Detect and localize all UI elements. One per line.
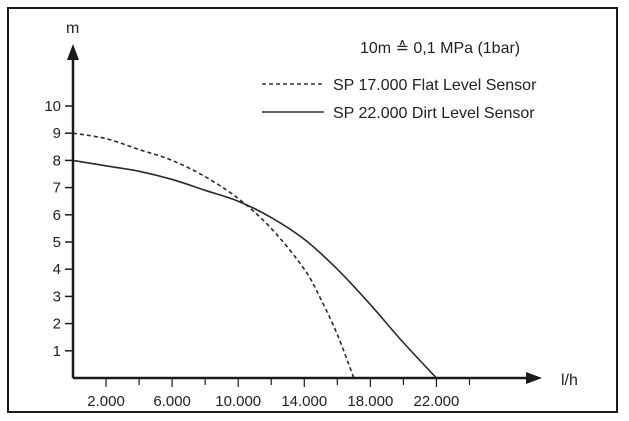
y-tick-label: 7	[53, 180, 61, 197]
series-group	[72, 132, 438, 379]
y-tick-label: 8	[53, 152, 61, 169]
y-tick-label: 2	[53, 316, 61, 333]
x-tick-label: 2.000	[87, 393, 125, 410]
pressure-conversion-note: 10m ≙ 0,1 MPa (1bar)	[360, 40, 520, 57]
x-axis-arrow	[526, 372, 542, 384]
x-tick-label: 22.000	[413, 393, 459, 410]
series-line-sp17000-dashed	[72, 132, 355, 379]
y-tick-label: 5	[53, 234, 61, 251]
chart-frame	[7, 7, 618, 413]
y-axis-arrow	[67, 44, 79, 60]
y-tick-label: 6	[53, 207, 61, 224]
legend-label-sp22000: SP 22.000 Dirt Level Sensor	[333, 105, 535, 122]
x-tick-label: 18.000	[347, 393, 393, 410]
x-tick-label: 14.000	[281, 393, 327, 410]
x-axis-label: l/h	[561, 372, 578, 389]
legend-label-sp17000: SP 17.000 Flat Level Sensor	[333, 77, 537, 94]
y-tick-label: 3	[53, 288, 61, 305]
y-tick-label: 1	[53, 343, 61, 360]
y-tick-label: 10	[44, 98, 61, 115]
y-axis-label: m	[66, 20, 79, 37]
y-tick-label: 9	[53, 125, 61, 142]
x-tick-group: 2.000 6.000 10.000 14.000 18.000 22.000	[87, 378, 471, 410]
x-tick-label: 10.000	[215, 393, 261, 410]
x-tick-label: 6.000	[153, 393, 191, 410]
y-tick-group: 1 2 3 4 5 6 7 8 9 10	[44, 98, 73, 360]
y-tick-label: 4	[53, 261, 61, 278]
series-line-sp22000-solid	[72, 159, 438, 379]
